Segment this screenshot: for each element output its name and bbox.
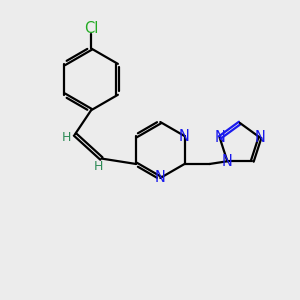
Text: H: H — [62, 131, 71, 144]
Text: N: N — [254, 130, 266, 145]
Text: N: N — [155, 170, 166, 185]
Text: Cl: Cl — [84, 21, 98, 36]
Text: N: N — [222, 154, 233, 169]
Text: H: H — [94, 160, 103, 173]
Text: N: N — [179, 128, 190, 143]
Text: N: N — [214, 130, 225, 145]
